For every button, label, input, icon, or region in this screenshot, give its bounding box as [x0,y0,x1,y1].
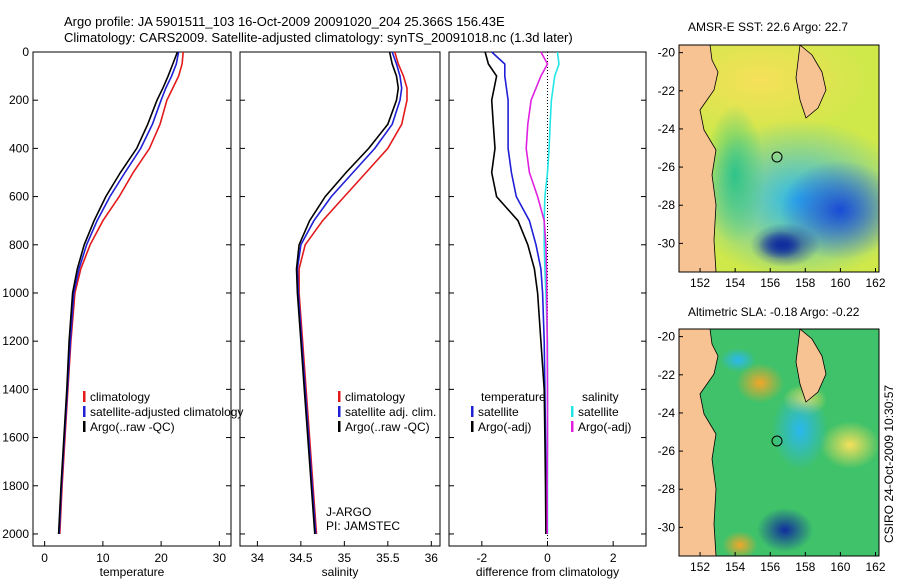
map-x-tick-label: 152 [690,276,710,290]
x-tick-label: 30 [213,551,227,565]
legend-swatch [338,391,341,402]
legend-label: Argo(..raw -QC) [345,420,430,434]
map-x-tick-label: 160 [830,560,850,574]
legend-swatch [471,421,474,432]
map-y-tick-label: -24 [658,406,676,420]
map-x-tick-label: 162 [865,276,885,290]
series-line [57,51,179,535]
x-tick-label: 2 [610,551,617,565]
legend-label: climatology [345,390,405,404]
header-line-1: Argo profile: JA 5901511_103 16-Oct-2009… [64,14,505,29]
y-tick-label: 1000 [2,286,29,300]
legend-swatch [83,406,86,417]
x-tick-label: 20 [154,551,168,565]
y-tick-label: 1600 [2,431,29,445]
legend-label: satellite adj. clim. [345,405,436,419]
y-tick-label: 1400 [2,382,29,396]
map-x-tick-label: 158 [795,276,815,290]
legend-label: Argo(..raw -QC) [90,420,175,434]
legend-title: salinity [582,390,619,404]
legend-swatch [338,406,341,417]
series-line [296,51,403,535]
legend-swatch [83,391,86,402]
legend-label: satellite [578,405,619,419]
x-axis-label: temperature [100,565,165,579]
sst-map: AMSR-E SST: 22.6 Argo: 22.7 152 154 156 158… [658,20,886,290]
legend-label: Argo(-adj) [478,420,531,434]
header-line-2: Climatology: CARS2009. Satellite-adjuste… [64,30,573,45]
argo-location-marker [771,151,783,163]
x-tick-label: -2 [476,551,487,565]
float-annotation: PI: JAMSTEC [326,519,400,533]
map-x-tick-label: 154 [725,560,745,574]
series-line [298,51,408,535]
map-x-tick-label: 156 [760,560,780,574]
y-tick-label: 1200 [2,334,29,348]
salinity-panel: 34 34.5 35 35.5 36 salinity climatologysatelli… [239,51,441,579]
temperature-panel: 0 10 20 30 0 200 400 600 800 1000 1200 1400 1600 1800… [2,45,243,579]
y-tick-label: 400 [9,141,29,155]
map-y-tick-label: -30 [658,236,676,250]
legend-title: temperature [481,390,546,404]
map-x-tick-label: 156 [760,276,780,290]
series-line [295,51,400,535]
map-y-tick-label: -30 [658,520,676,534]
x-tick-label: 10 [96,551,110,565]
y-tick-label: 0 [22,45,29,59]
y-tick-label: 200 [9,93,29,107]
x-tick-label: 36 [425,551,439,565]
map-y-tick-label: -20 [658,46,676,60]
sla-map-title: Altimetric SLA: -0.18 Argo: -0.22 [688,305,860,319]
map-y-tick-label: -26 [658,444,676,458]
x-tick-label: 0 [544,551,551,565]
map-x-tick-label: 152 [690,560,710,574]
x-axis-label: difference from climatology [476,565,619,579]
y-tick-label: 600 [9,190,29,204]
series-line [59,51,184,535]
legend-label: Argo(-adj) [578,420,631,434]
map-y-tick-label: -24 [658,122,676,136]
map-x-tick-label: 160 [830,276,850,290]
sst-map-title: AMSR-E SST: 22.6 Argo: 22.7 [688,20,848,34]
map-x-tick-label: 154 [725,276,745,290]
x-tick-label: 35.5 [376,551,400,565]
map-x-tick-label: 158 [795,560,815,574]
legend-swatch [571,421,574,432]
map-y-tick-label: -20 [658,330,676,344]
map-y-tick-label: -22 [658,84,676,98]
map-x-tick-label: 162 [865,560,885,574]
y-tick-label: 800 [9,238,29,252]
map-y-tick-label: -26 [658,160,676,174]
map-y-tick-label: -28 [658,482,676,496]
legend-label: satellite-adjusted climatology [90,405,243,419]
x-tick-label: 0 [41,551,48,565]
legend-swatch [471,406,474,417]
y-tick-label: 1800 [2,479,29,493]
series-line [484,51,547,535]
map-y-tick-label: -22 [658,368,676,382]
plot-frame [32,51,232,547]
map-y-tick-label: -28 [658,198,676,212]
legend-label: satellite [478,405,519,419]
legend-swatch [571,406,574,417]
x-tick-label: 34.5 [289,551,313,565]
sla-map: Altimetric SLA: -0.18 Argo: -0.22 152 154… [658,305,886,574]
plot-frame [239,51,441,547]
csiro-timestamp: CSIRO 24-Oct-2009 10:30:57 [882,385,896,543]
x-tick-label: 35 [338,551,352,565]
argo-location-marker [771,435,783,447]
x-axis-label: salinity [322,565,359,579]
series-line [525,51,549,534]
float-annotation: J-ARGO [326,505,371,519]
legend-label: climatology [90,390,150,404]
legend-swatch [83,421,86,432]
y-tick-label: 2000 [2,527,29,541]
legend-swatch [338,421,341,432]
x-tick-label: 34 [251,551,265,565]
